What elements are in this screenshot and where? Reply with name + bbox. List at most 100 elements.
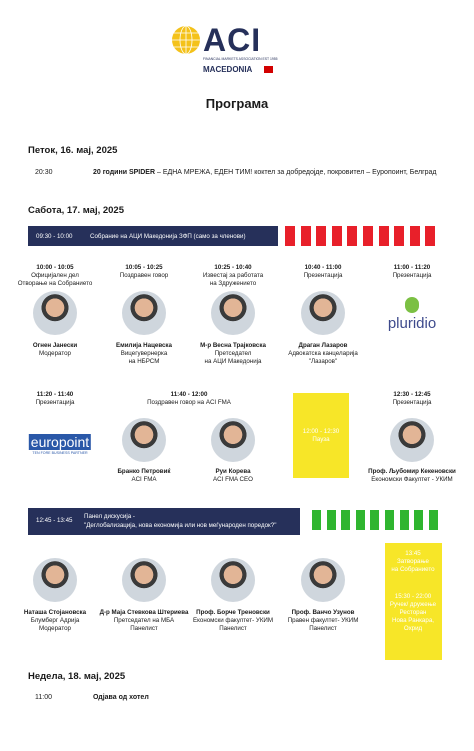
green-stripe	[428, 510, 438, 530]
session-time: 11:40 - 12:00	[170, 391, 208, 398]
green-stripe	[399, 510, 409, 530]
green-stripe	[355, 510, 365, 530]
speaker-photo	[122, 418, 166, 462]
speaker-name: Наташа Стојановска	[23, 609, 87, 616]
speaker-photo	[301, 558, 345, 602]
session-time: 11:20 - 11:40	[36, 391, 74, 398]
closing-title: на Собранието	[391, 566, 435, 573]
session-topic: Отворање на Собранието	[17, 280, 93, 287]
speaker-name: Огнен Јанески	[32, 342, 78, 349]
closing-title: Затворање	[397, 558, 429, 565]
speaker-role: Модератор	[39, 625, 71, 632]
event-time: 11:00	[35, 694, 52, 701]
speaker-role: Панелист	[309, 625, 337, 632]
speaker-photo	[122, 291, 166, 335]
sponsor-logo: europoint	[28, 434, 92, 450]
speaker-role: Панелист	[130, 625, 158, 632]
day-date: Недела, 18. мај, 2025	[28, 671, 126, 682]
green-stripe	[385, 510, 394, 530]
speaker-photo	[33, 291, 77, 335]
day-date: Петок, 16. мај, 2025	[28, 145, 118, 156]
logo-mark	[405, 297, 419, 313]
red-stripe	[331, 226, 342, 246]
speaker-name: Руи Корева	[215, 468, 251, 475]
green-stripe	[326, 510, 336, 530]
logo-text: ACI	[203, 22, 262, 58]
speaker-role: Модератор	[39, 350, 71, 357]
session-time: 10:05 - 10:25	[125, 264, 163, 271]
red-stripe	[425, 226, 436, 246]
green-stripe	[312, 510, 321, 530]
session-time: 12:30 - 12:45	[393, 391, 431, 398]
lunch-time: 15:30 - 22:00	[394, 593, 432, 600]
speaker-name: М-р Весна Трајковска	[200, 342, 266, 349]
speaker-name: Емилија Нацевска	[116, 342, 172, 349]
red-stripe	[285, 226, 295, 246]
panel-time: 12:45 - 13:45	[36, 517, 73, 524]
speaker-name: Бранко Петровиќ	[117, 468, 171, 475]
speaker-photo	[301, 291, 345, 335]
event-time: 20:30	[35, 169, 53, 176]
speaker-role: Правен факултет- УКИМ	[287, 617, 359, 624]
session-topic: Презентација	[35, 399, 75, 406]
lunch-title: Охрид	[403, 625, 423, 632]
speaker-photo	[122, 558, 166, 602]
speaker-name: Проф. Ванчо Узунов	[291, 609, 355, 616]
green-stripe	[341, 510, 351, 530]
speaker-role: Економски Факултет - УКИМ	[371, 476, 453, 483]
red-stripe	[316, 226, 327, 246]
speaker-name: Д-р Маја Стевкова Штериева	[99, 609, 189, 616]
speaker-role: "Лазаров"	[308, 358, 338, 365]
speaker-photo	[390, 418, 434, 462]
session-bar	[28, 226, 278, 246]
panel-title: "Дeглобализација, нова економија или нов…	[84, 522, 277, 529]
red-stripe	[409, 226, 420, 246]
speaker-role: Вицегувернерка	[120, 350, 168, 357]
speaker-role: на АЦИ Македонија	[204, 358, 262, 365]
speaker-photo	[211, 418, 255, 462]
lunch-title: Ручек/ дружење	[389, 601, 437, 608]
panel-title: Панел дискусија -	[84, 513, 135, 520]
event-highlight: 20 години SPIDER	[93, 169, 156, 176]
session-topic: на Здружението	[209, 280, 257, 287]
speaker-role: ACI FMA CEO	[213, 476, 253, 483]
session-topic: Презентација	[392, 399, 432, 406]
speaker-photo	[211, 558, 255, 602]
logo-tagline: TEN FORE BUSINESS PARTNER	[32, 451, 88, 455]
break-title: Пауза	[312, 436, 330, 443]
session-title: Собрание на АЦИ Македонија ЗФП (само за …	[90, 233, 246, 240]
day-date: Сабота, 17. мај, 2025	[28, 205, 124, 216]
speaker-role: Претседател	[214, 350, 252, 357]
session-time: 10:00 - 10:05	[36, 264, 74, 271]
speaker-role: ACI FMA	[131, 476, 157, 483]
speaker-role: Блумберг Адрија	[30, 617, 80, 624]
speaker-name: Драган Лазаров	[298, 342, 348, 349]
session-topic: Презентација	[392, 272, 432, 279]
session-topic: Поздравен говор	[119, 272, 169, 279]
green-stripe	[414, 510, 424, 530]
speaker-role: Адвокатска канцеларија	[288, 350, 358, 357]
event-text: Одјава од хотел	[93, 694, 149, 701]
event-desc: – ЕДНА МРЕЖА, ЕДЕН ТИМ! коктел за добред…	[156, 169, 437, 176]
break-time: 12:00 - 12:30	[302, 428, 340, 435]
session-time: 11:00 - 11:20	[393, 264, 431, 271]
lunch-title: Нова Ранкара,	[392, 617, 434, 624]
red-stripe	[378, 226, 389, 246]
red-stripe	[363, 226, 373, 246]
logo-country: MACEDONIA	[203, 65, 253, 74]
sponsor-logo: pluridio	[387, 315, 437, 332]
break-box	[293, 393, 349, 478]
speaker-name: Проф. Љубомир Кекеновски	[368, 468, 456, 475]
closing-box	[385, 543, 442, 660]
speaker-role: Претседател на МБА	[113, 617, 175, 624]
speaker-role: на НБРСМ	[128, 358, 160, 365]
red-stripe	[394, 226, 405, 246]
red-stripe	[300, 226, 311, 246]
lunch-title: Ресторан	[399, 609, 427, 616]
session-topic: Официјален дел	[31, 272, 79, 279]
red-stripe	[347, 226, 358, 246]
closing-time: 13:45	[405, 550, 421, 557]
speaker-role: Економски факултет- УКИМ	[192, 617, 274, 624]
speaker-role: Панелист	[219, 625, 247, 632]
